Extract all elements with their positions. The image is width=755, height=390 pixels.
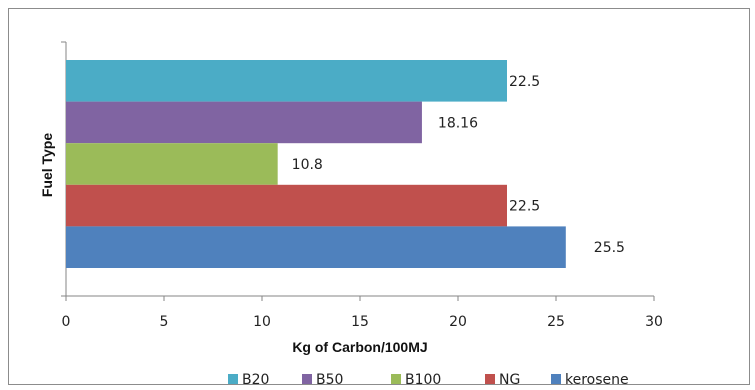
bar-b20 [66,60,507,102]
data-labels-group: 22.5 18.16 10.8 22.5 25.5 [292,74,625,256]
x-tick-label: 5 [160,314,169,330]
x-tick-label: 25 [547,314,565,330]
y-axis-title: Fuel Type [39,133,55,198]
legend: B20 B50 B100 NG kerosene [228,372,629,388]
legend-swatch-ng [485,374,495,384]
x-tick-label: 0 [62,314,71,330]
x-axis-title: Kg of Carbon/100MJ [292,339,427,355]
bar-kerosene [66,226,566,268]
legend-label-b100: B100 [405,372,441,388]
bars-group [66,60,566,268]
bar-b100 [66,143,278,185]
x-tick-label: 10 [253,314,271,330]
x-tick-label: 15 [351,314,369,330]
x-axis-ticks: 0 5 10 15 20 25 30 [62,296,663,330]
legend-swatch-kerosene [551,374,561,384]
legend-swatch-b100 [391,374,401,384]
data-label-kerosene: 25.5 [594,240,625,256]
bar-b50 [66,101,422,144]
legend-label-b50: B50 [316,372,343,388]
data-label-b100: 10.8 [292,157,323,173]
x-tick-label: 20 [449,314,467,330]
legend-label-b20: B20 [242,372,269,388]
legend-label-ng: NG [499,372,520,388]
legend-swatch-b20 [228,374,238,384]
x-tick-label: 30 [645,314,663,330]
data-label-b20: 22.5 [509,74,540,90]
legend-swatch-b50 [302,374,312,384]
data-label-ng: 22.5 [509,199,540,215]
legend-label-kerosene: kerosene [565,372,629,388]
bar-ng [66,184,507,227]
data-label-b50: 18.16 [438,115,478,131]
